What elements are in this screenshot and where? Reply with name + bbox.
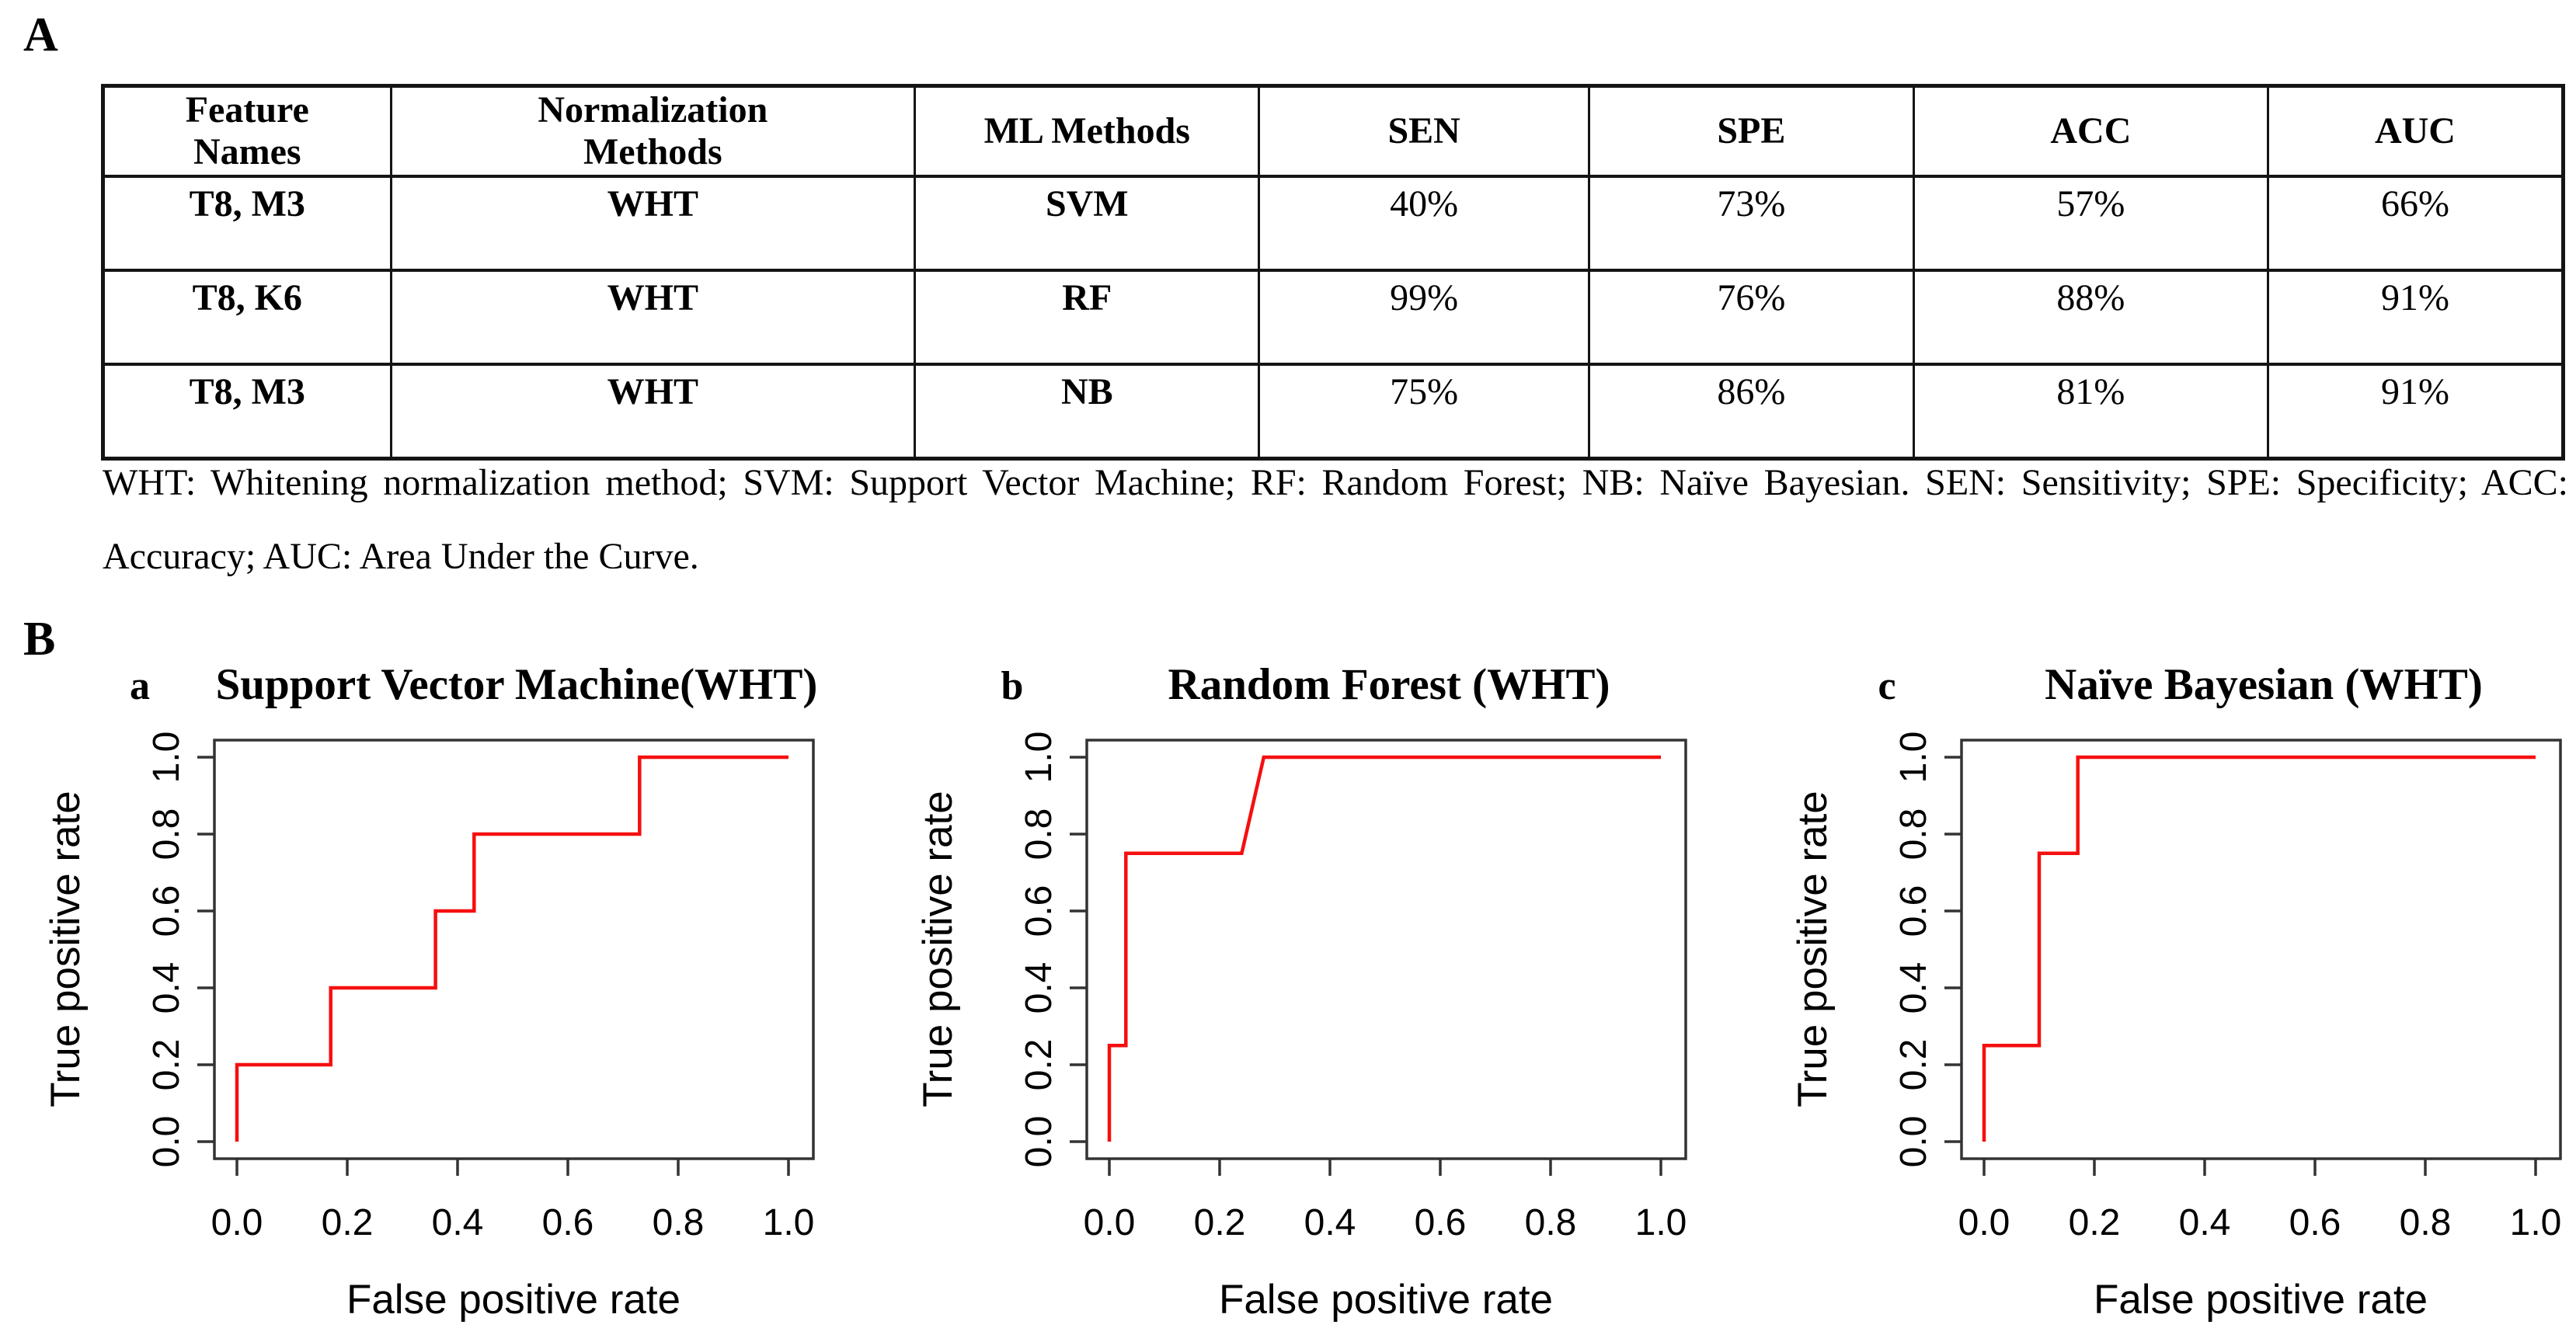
column-header: Normalization Methods xyxy=(389,85,917,177)
column-header: SEN xyxy=(1258,85,1590,177)
x-tick-label: 0.2 xyxy=(322,1202,374,1243)
roc-curve xyxy=(1982,755,2536,1142)
table-footnote: WHT: Whitening normalization method; SVM… xyxy=(103,461,2568,578)
y-tick-label: 0.0 xyxy=(1893,1116,1934,1168)
table-cell: 99% xyxy=(1258,269,1590,365)
roc-plot-svm: 0.0 0.2 0.4 0.6 0.8 1.0 0.0 0.2 0.4 0.6 0.8 1.0 Supp… xyxy=(0,614,855,1342)
table-cell: WHT xyxy=(389,269,917,365)
table-cell: 57% xyxy=(1912,175,2269,271)
x-tick-label: 0.6 xyxy=(2289,1202,2341,1243)
table-cell: 86% xyxy=(1587,363,1915,460)
x-tick-label: 0.8 xyxy=(2400,1202,2452,1243)
x-tick-label: 0.8 xyxy=(653,1202,705,1243)
table-row: T8, M3 WHT SVM 40% 73% 57% 66% xyxy=(102,175,2565,271)
x-tick-label: 0.6 xyxy=(542,1202,594,1243)
table-cell: 75% xyxy=(1258,363,1590,460)
x-tick-label: 0.0 xyxy=(1084,1202,1136,1243)
x-tick-label: 1.0 xyxy=(1635,1202,1687,1243)
x-tick-label: 0.4 xyxy=(2179,1202,2231,1243)
y-tick-label: 1.0 xyxy=(1018,732,1060,784)
plot-box xyxy=(213,739,815,1160)
table-cell: 91% xyxy=(2266,363,2565,460)
x-tick-label: 0.2 xyxy=(2069,1202,2121,1243)
x-axis-title: False positive rate xyxy=(1219,1277,1553,1323)
roc-curve xyxy=(235,755,788,1142)
y-tick-label: 0.4 xyxy=(1893,962,1934,1014)
roc-chart-c: 0.0 0.2 0.4 0.6 0.8 1.0 0.0 0.2 0.4 0.6 0.8 1.0 Naïv… xyxy=(1790,660,2562,1323)
y-tick-label: 0.2 xyxy=(1018,1039,1060,1091)
table-cell: T8, K6 xyxy=(102,269,392,365)
table-cell: T8, M3 xyxy=(102,175,392,271)
table-cell: SVM xyxy=(914,175,1261,271)
y-axis-title: True positive rate xyxy=(1790,791,1836,1107)
x-tick-label: 0.6 xyxy=(1415,1202,1467,1243)
x-tick-label: 0.8 xyxy=(1525,1202,1577,1243)
x-tick-label: 0.2 xyxy=(1194,1202,1246,1243)
table-cell: 40% xyxy=(1258,175,1590,271)
plot-box xyxy=(1085,739,1687,1160)
y-tick-label: 0.6 xyxy=(1893,885,1934,937)
table-cell: 91% xyxy=(2266,269,2565,365)
panel-a-label: A xyxy=(23,9,58,61)
y-tick-label: 0.4 xyxy=(146,962,187,1014)
y-tick-label: 0.6 xyxy=(146,885,187,937)
x-tick-label: 0.0 xyxy=(1958,1202,2010,1243)
plot-title: Support Vector Machine(WHT) xyxy=(216,660,818,709)
roc-curve xyxy=(1107,755,1661,1142)
column-header: Feature Names xyxy=(102,85,392,177)
table-header-row: Feature Names Normalization Methods ML Met… xyxy=(102,85,2565,177)
roc-plot-nb: 0.0 0.2 0.4 0.6 0.8 1.0 0.0 0.2 0.4 0.6 0.8 1.0 Naïv… xyxy=(1747,614,2576,1342)
footnote-line-2: Accuracy; AUC: Area Under the Curve. xyxy=(103,536,699,577)
y-axis-title: True positive rate xyxy=(43,791,89,1107)
x-tick-label: 0.4 xyxy=(1304,1202,1356,1243)
y-tick-label: 1.0 xyxy=(1893,732,1934,784)
results-table: Feature Names Normalization Methods ML Met… xyxy=(101,84,2565,461)
roc-chart-b: 0.0 0.2 0.4 0.6 0.8 1.0 0.0 0.2 0.4 0.6 0.8 1.0 Rand… xyxy=(915,660,1687,1323)
x-tick-label: 1.0 xyxy=(2510,1202,2562,1243)
table-cell: WHT xyxy=(389,363,917,460)
table-cell: NB xyxy=(914,363,1261,460)
table-row: T8, K6 WHT RF 99% 76% 88% 91% xyxy=(102,269,2565,365)
table-cell: T8, M3 xyxy=(102,363,392,460)
y-tick-label: 1.0 xyxy=(146,732,187,784)
y-tick-label: 0.4 xyxy=(1018,962,1060,1014)
roc-plot-rf: 0.0 0.2 0.4 0.6 0.8 1.0 0.0 0.2 0.4 0.6 0.8 1.0 Rand… xyxy=(872,614,1727,1342)
plot-panel-letter: b xyxy=(1001,664,1024,708)
y-tick-label: 0.0 xyxy=(1018,1116,1060,1168)
table-cell: WHT xyxy=(389,175,917,271)
y-tick-label: 0.8 xyxy=(146,808,187,860)
footnote-line-1: WHT: Whitening normalization method; SVM… xyxy=(103,462,2568,503)
y-axis-title: True positive rate xyxy=(915,791,961,1107)
y-tick-label: 0.2 xyxy=(1893,1039,1934,1091)
roc-chart-a: 0.0 0.2 0.4 0.6 0.8 1.0 0.0 0.2 0.4 0.6 0.8 1.0 Supp… xyxy=(43,660,818,1323)
plot-box xyxy=(1960,739,2562,1160)
x-tick-label: 1.0 xyxy=(763,1202,815,1243)
column-header: SPE xyxy=(1587,85,1915,177)
y-tick-label: 0.2 xyxy=(146,1039,187,1091)
plot-panel-letter: c xyxy=(1878,664,1895,708)
panel-b-label: B xyxy=(23,613,56,666)
table-row: T8, M3 WHT NB 75% 86% 81% 91% xyxy=(102,363,2565,460)
y-tick-label: 0.8 xyxy=(1893,808,1934,860)
plot-panel-letter: a xyxy=(130,664,150,708)
table-cell: 76% xyxy=(1587,269,1915,365)
plot-title: Random Forest (WHT) xyxy=(1168,660,1610,709)
column-header: AUC xyxy=(2266,85,2565,177)
y-tick-label: 0.8 xyxy=(1018,808,1060,860)
x-axis-title: False positive rate xyxy=(2094,1277,2428,1323)
x-axis-title: False positive rate xyxy=(346,1277,681,1323)
table-cell: 81% xyxy=(1912,363,2269,460)
table-cell: RF xyxy=(914,269,1261,365)
plot-title: Naïve Bayesian (WHT) xyxy=(2045,660,2483,709)
y-tick-label: 0.0 xyxy=(146,1116,187,1168)
table-cell: 66% xyxy=(2266,175,2565,271)
x-tick-label: 0.0 xyxy=(211,1202,263,1243)
table-cell: 73% xyxy=(1587,175,1915,271)
column-header: ACC xyxy=(1912,85,2269,177)
y-tick-label: 0.6 xyxy=(1018,885,1060,937)
column-header: ML Methods xyxy=(914,85,1261,177)
table-cell: 88% xyxy=(1912,269,2269,365)
x-tick-label: 0.4 xyxy=(432,1202,484,1243)
